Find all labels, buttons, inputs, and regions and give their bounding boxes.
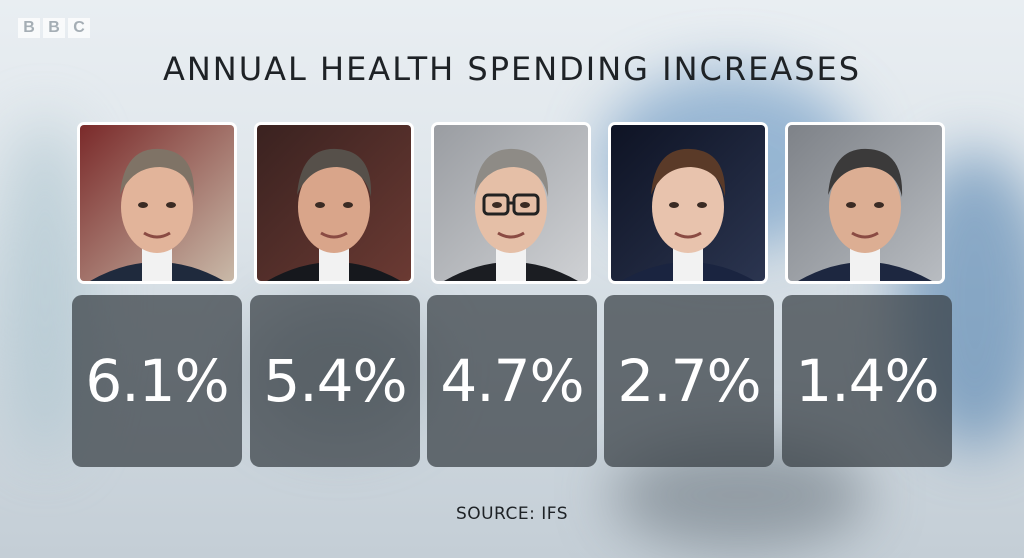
portrait-photo: [77, 122, 237, 284]
source-note: SOURCE: IFS: [455, 504, 569, 524]
portrait-photo: [785, 122, 945, 284]
portrait-photo: [431, 122, 591, 284]
value-label: 4.7%: [440, 347, 584, 415]
value-label: 1.4%: [795, 347, 939, 415]
chart-title: ANNUAL HEALTH SPENDING INCREASES: [162, 50, 862, 88]
value-tile: 5.4%: [250, 295, 420, 467]
portrait-photo: [608, 122, 768, 284]
portrait-photo: [254, 122, 414, 284]
value-label: 5.4%: [263, 347, 407, 415]
logo-letter: B: [43, 18, 65, 38]
bbc-logo: B B C: [18, 18, 90, 38]
value-tile: 6.1%: [72, 295, 242, 467]
value-label: 6.1%: [85, 347, 229, 415]
value-label: 2.7%: [617, 347, 761, 415]
value-tile: 1.4%: [782, 295, 952, 467]
logo-letter: B: [18, 18, 40, 38]
logo-letter: C: [68, 18, 90, 38]
value-tile: 4.7%: [427, 295, 597, 467]
value-tile: 2.7%: [604, 295, 774, 467]
